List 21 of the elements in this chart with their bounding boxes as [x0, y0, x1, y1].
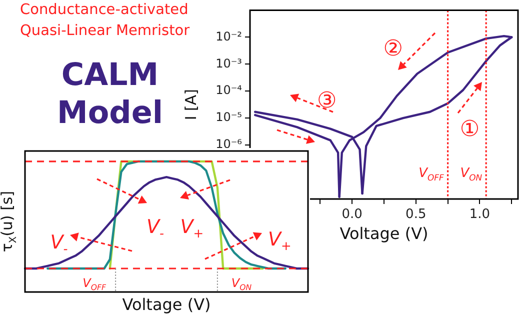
x-axis-title: Voltage (V): [122, 295, 211, 314]
annotation: V+: [180, 216, 204, 241]
y-axis-title: I [A]: [182, 89, 200, 120]
x-axis-title: Voltage (V): [340, 224, 428, 243]
x-tick-label: 0.0: [342, 207, 362, 222]
annotation: ②: [383, 36, 403, 62]
text: CALM Model: [57, 57, 163, 131]
text: Conductance-activated Quasi-Linear Memristor: [20, 2, 190, 39]
annotation: V+: [268, 228, 292, 254]
y-tick-label: 10⁻³: [216, 56, 242, 70]
y-tick-label: 10⁻²: [216, 29, 242, 44]
y-tick-label: 10⁻⁶: [216, 137, 242, 152]
x-tick-label: 1.0: [469, 207, 490, 222]
x-tick-label: 0.5: [406, 207, 426, 222]
annotation: ③: [317, 88, 337, 114]
annotation: V-: [50, 231, 68, 256]
annotation: V-: [146, 216, 164, 241]
y-axis-title: τX(u) [s]: [0, 190, 19, 252]
y-tick-label: 10⁻⁵: [216, 110, 242, 124]
y-tick-label: 10⁻⁴: [216, 83, 242, 98]
annotation: ①: [460, 116, 480, 142]
